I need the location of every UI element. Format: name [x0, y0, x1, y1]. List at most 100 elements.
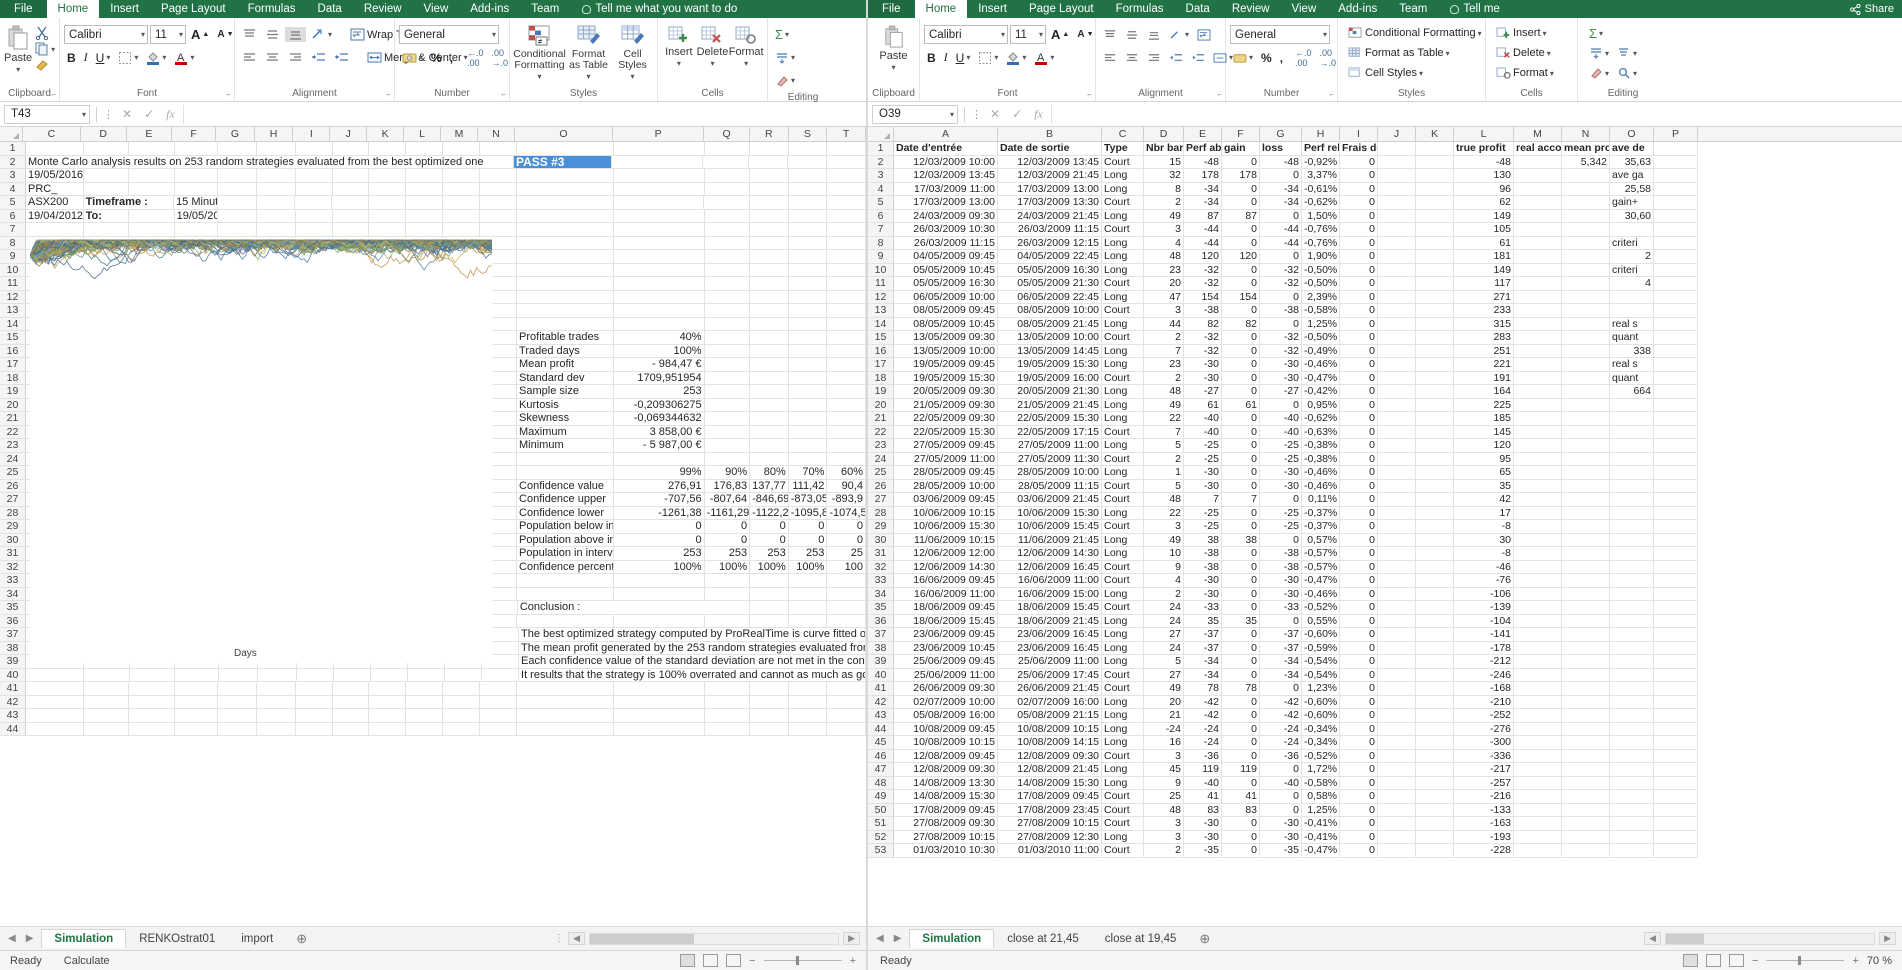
- grid-cell[interactable]: [1654, 371, 1698, 385]
- grid-cell[interactable]: [1416, 533, 1454, 547]
- grid-cell[interactable]: [788, 398, 828, 412]
- grid-cell[interactable]: -0,37%: [1302, 506, 1340, 520]
- first-sheet-icon-right[interactable]: ◀: [876, 933, 884, 944]
- row-header-10[interactable]: 10: [0, 263, 26, 277]
- grid-cell[interactable]: 13/05/2009 10:00: [998, 331, 1102, 345]
- grid-cell[interactable]: Long: [1102, 398, 1144, 412]
- grid-cell[interactable]: 253: [614, 385, 705, 399]
- grid-cell[interactable]: 120: [1454, 439, 1514, 453]
- row-header-44[interactable]: 44: [0, 722, 26, 736]
- grid-cell[interactable]: [614, 614, 705, 628]
- grid-cell[interactable]: 1,25%: [1302, 803, 1340, 817]
- grid-cell[interactable]: [614, 277, 705, 291]
- grid-cell[interactable]: 7: [1144, 425, 1184, 439]
- grid-cell[interactable]: [1514, 155, 1562, 169]
- grid-cell[interactable]: [1514, 250, 1562, 264]
- grid-cell[interactable]: [129, 209, 175, 223]
- formula-bar-expand-dots[interactable]: ⋮: [103, 108, 114, 121]
- row-header-27[interactable]: 27: [0, 493, 26, 507]
- insert-function-icon[interactable]: fx: [166, 106, 175, 121]
- grid-cell[interactable]: [295, 142, 333, 156]
- grid-cell[interactable]: -32: [1184, 331, 1222, 345]
- grid-cell[interactable]: [1416, 277, 1454, 291]
- grid-cell[interactable]: Long: [1102, 587, 1144, 601]
- row-header-1[interactable]: 1: [0, 142, 26, 156]
- grid-cell[interactable]: 0: [1222, 425, 1260, 439]
- grid-cell[interactable]: 10/08/2009 10:15: [894, 736, 998, 750]
- grid-cell[interactable]: [827, 196, 866, 210]
- grid-cell[interactable]: [1562, 790, 1610, 804]
- grid-cell[interactable]: [480, 452, 518, 466]
- grid-cell[interactable]: [83, 668, 130, 682]
- grid-cell[interactable]: 191: [1454, 371, 1514, 385]
- grid-cell[interactable]: -25: [1260, 439, 1302, 453]
- grid-cell[interactable]: [332, 182, 370, 196]
- grid-cell[interactable]: [704, 425, 751, 439]
- grid-cell[interactable]: -30: [1184, 830, 1222, 844]
- grid-cell[interactable]: [1416, 709, 1454, 723]
- grid-cell[interactable]: [788, 209, 828, 223]
- table-row[interactable]: 34 16/06/2009 11:00 16/06/2009 15:00 Long 2-…: [868, 587, 1902, 601]
- grid-cell[interactable]: [218, 223, 258, 237]
- grid-cell[interactable]: [480, 425, 518, 439]
- grid-cell[interactable]: -48: [1260, 155, 1302, 169]
- grid-cell[interactable]: 95: [1454, 452, 1514, 466]
- row-header-12[interactable]: 12: [868, 290, 894, 304]
- grid-cell[interactable]: Population below interv: [517, 520, 615, 534]
- grid-cell[interactable]: [1562, 182, 1610, 196]
- grid-cell[interactable]: [704, 412, 751, 426]
- column-header-D[interactable]: D: [80, 127, 127, 141]
- grid-cell[interactable]: [750, 250, 789, 264]
- grid-cell[interactable]: 1,25%: [1302, 317, 1340, 331]
- table-row[interactable]: 51 27/08/2009 09:30 27/08/2009 10:15 Court 3…: [868, 817, 1902, 831]
- grid-cell[interactable]: [1562, 709, 1610, 723]
- grid-cell[interactable]: [704, 695, 751, 709]
- grid-cell[interactable]: [1416, 250, 1454, 264]
- grid-cell[interactable]: Court: [1102, 817, 1144, 831]
- align-top-button-right[interactable]: [1100, 28, 1120, 42]
- grid-cell[interactable]: 0: [1260, 803, 1302, 817]
- grid-cell[interactable]: 253: [788, 547, 828, 561]
- grid-cell[interactable]: 0: [1340, 371, 1378, 385]
- grid-cell[interactable]: [1378, 466, 1416, 480]
- grid-cell[interactable]: 1,50%: [1302, 209, 1340, 223]
- grid-cell[interactable]: [704, 398, 751, 412]
- grid-cell[interactable]: 19/05/2009 16:00: [998, 371, 1102, 385]
- grid-cell[interactable]: 12/06/2009 12:00: [894, 547, 998, 561]
- cell-styles-button-right[interactable]: Cell Styles ▾: [1345, 66, 1426, 81]
- grid-cell[interactable]: [827, 601, 866, 615]
- grid-cell[interactable]: 27: [1144, 668, 1184, 682]
- grid-cell[interactable]: [1514, 520, 1562, 534]
- grid-cell[interactable]: 12/06/2009 16:45: [998, 560, 1102, 574]
- grid-cell[interactable]: 26/03/2009 11:15: [998, 223, 1102, 237]
- grid-cell[interactable]: [827, 452, 866, 466]
- grid-cell[interactable]: [1514, 682, 1562, 696]
- grid-cell[interactable]: -8: [1454, 547, 1514, 561]
- grid-cell[interactable]: ASX200: [26, 196, 84, 210]
- grid-cell[interactable]: 1,72%: [1302, 763, 1340, 777]
- grid-cell[interactable]: [1654, 182, 1698, 196]
- grid-cell[interactable]: [369, 682, 407, 696]
- grid-cell[interactable]: [1654, 358, 1698, 372]
- grid-cell[interactable]: [704, 722, 751, 736]
- grid-cell[interactable]: 100%: [614, 344, 705, 358]
- grid-cell[interactable]: [443, 223, 481, 237]
- grid-cell[interactable]: [1416, 344, 1454, 358]
- grid-cell[interactable]: Kurtosis: [517, 398, 615, 412]
- grid-cell[interactable]: [1654, 614, 1698, 628]
- fill-button[interactable]: ▾: [772, 51, 798, 65]
- grid-cell[interactable]: -25: [1184, 506, 1222, 520]
- grid-cell[interactable]: -193: [1454, 830, 1514, 844]
- column-title-cell[interactable]: Date d'entrée: [894, 142, 998, 156]
- grid-cell[interactable]: 24: [1144, 601, 1184, 615]
- grid-cell[interactable]: [750, 412, 789, 426]
- grid-cell[interactable]: [480, 547, 518, 561]
- grid-cell[interactable]: 28/05/2009 10:00: [894, 479, 998, 493]
- grid-cell[interactable]: [83, 682, 130, 696]
- grid-cell[interactable]: [1514, 493, 1562, 507]
- grid-cell[interactable]: [219, 668, 258, 682]
- grid-cell[interactable]: [1416, 587, 1454, 601]
- grid-cell[interactable]: 251: [1454, 344, 1514, 358]
- table-header-row[interactable]: 1 Date d'entrée Date de sortie Type Nbr bar P…: [868, 142, 1902, 156]
- grid-cell[interactable]: [295, 196, 333, 210]
